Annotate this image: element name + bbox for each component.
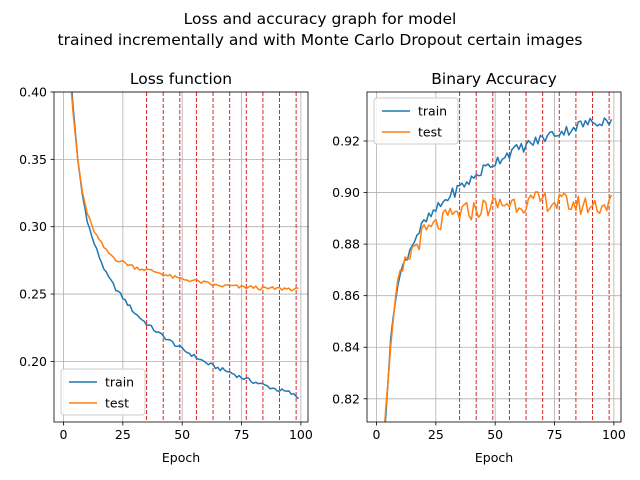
legend-label-test: test: [418, 125, 442, 140]
y-tick-label: 0.40: [19, 85, 47, 100]
x-axis-label: Epoch: [475, 450, 513, 465]
y-tick-label: 0.35: [19, 152, 47, 167]
legend-label-train: train: [418, 104, 447, 119]
x-tick-label: 25: [428, 427, 444, 442]
y-tick-label: 0.82: [332, 391, 360, 406]
legend-label-train: train: [105, 375, 134, 390]
series-line-test: [384, 191, 613, 422]
figure-title-line-1: Loss and accuracy graph for model: [184, 10, 457, 28]
legend: train test: [373, 97, 459, 145]
x-tick-label: 75: [234, 427, 250, 442]
x-axis-label: Epoch: [162, 450, 200, 465]
chart-title: Loss function: [130, 70, 232, 88]
x-tick-label: 50: [487, 427, 503, 442]
y-tick-label: 0.90: [332, 185, 360, 200]
y-tick-label: 0.86: [332, 288, 360, 303]
chart-title: Binary Accuracy: [431, 70, 557, 88]
y-tick-label: 0.30: [19, 219, 47, 234]
x-tick-label: 100: [289, 427, 313, 442]
figure-title-line-2: trained incrementally and with Monte Car…: [58, 31, 583, 49]
series-line-test: [70, 92, 299, 292]
legend: train test: [60, 368, 146, 416]
y-tick-label: 0.25: [19, 287, 47, 302]
accuracy-chart: 0 25 50 75 100 0.82 0.84 0.86 0.88 0.90 0.92 Binary…: [332, 70, 626, 465]
x-tick-label: 25: [115, 427, 131, 442]
axes-frame: [53, 91, 309, 423]
y-tick-label: 0.88: [332, 237, 360, 252]
x-tick-label: 0: [373, 427, 381, 442]
y-tick-label: 0.20: [19, 354, 47, 369]
y-tick-label: 0.92: [332, 133, 360, 148]
legend-label-test: test: [105, 396, 129, 411]
series-line-train: [71, 92, 300, 400]
x-tick-label: 0: [60, 427, 68, 442]
y-tick-label: 0.84: [332, 340, 360, 355]
x-tick-label: 100: [602, 427, 626, 442]
x-tick-label: 75: [547, 427, 563, 442]
series-line-train: [384, 117, 613, 422]
axes-frame: [366, 91, 622, 423]
x-tick-label: 50: [174, 427, 190, 442]
loss-chart: 0 25 50 75 100 0.20 0.25 0.30 0.35 0.40 Loss funct…: [19, 70, 313, 465]
